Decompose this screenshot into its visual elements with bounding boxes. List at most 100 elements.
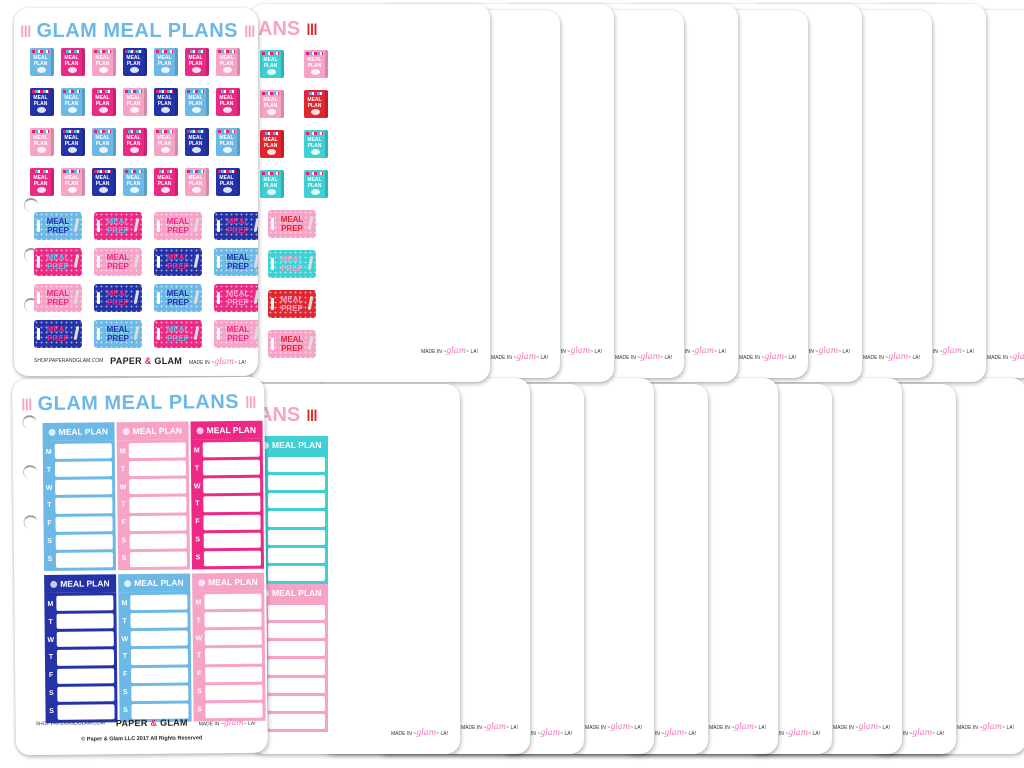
meal-entry-cell[interactable] — [268, 511, 325, 527]
meal-entry-cell[interactable] — [268, 623, 325, 639]
meal-entry-cell[interactable] — [203, 478, 261, 494]
meal-plan-book-sticker[interactable]: MEAL PLAN — [30, 88, 54, 116]
meal-entry-cell[interactable] — [268, 565, 325, 581]
meal-entry-cell[interactable] — [268, 457, 325, 473]
sticker-sheet-front-meal-prep[interactable]: ǀǀǀ GLAM MEAL PLANS ǀǀǀ MEAL PLAN MEAL PLAN M… — [14, 8, 258, 376]
meal-plan-book-sticker[interactable]: MEAL PLAN — [123, 128, 147, 156]
meal-entry-cell[interactable] — [204, 593, 262, 610]
meal-entry-cell[interactable] — [130, 612, 188, 629]
meal-entry-cell[interactable] — [55, 479, 113, 496]
meal-entry-cell[interactable] — [205, 684, 263, 701]
meal-entry-cell[interactable] — [268, 641, 325, 657]
meal-entry-cell[interactable] — [128, 442, 186, 459]
meal-plan-book-sticker[interactable]: MEAL PLAN — [61, 88, 85, 116]
meal-plan-book-sticker[interactable]: MEAL PLAN — [185, 128, 209, 156]
meal-entry-cell[interactable] — [203, 550, 262, 567]
meal-entry-cell[interactable] — [204, 611, 262, 628]
meal-plan-book-sticker[interactable]: MEAL PLAN — [304, 130, 328, 158]
meal-plan-book-sticker[interactable]: MEAL PLAN — [123, 88, 147, 116]
meal-entry-cell[interactable] — [128, 460, 187, 477]
meal-entry-cell[interactable] — [57, 685, 115, 702]
meal-plan-book-sticker[interactable]: MEAL PLAN — [30, 168, 54, 196]
meal-entry-cell[interactable] — [268, 529, 325, 545]
meal-entry-cell[interactable] — [268, 605, 325, 621]
meal-entry-cell[interactable] — [129, 533, 187, 549]
meal-plan-book-sticker[interactable]: MEAL PLAN — [92, 88, 116, 116]
meal-entry-cell[interactable] — [268, 659, 325, 675]
meal-entry-cell[interactable] — [129, 551, 188, 568]
meal-plan-book-sticker[interactable]: MEAL PLAN — [154, 88, 178, 116]
meal-plan-book-sticker[interactable]: MEAL PLAN — [304, 50, 328, 78]
meal-entry-cell[interactable] — [54, 443, 112, 460]
meal-plan-book-sticker[interactable]: MEAL PLAN — [216, 128, 240, 156]
meal-entry-cell[interactable] — [268, 475, 325, 491]
meal-entry-cell[interactable] — [268, 547, 325, 563]
meal-entry-cell[interactable] — [56, 613, 114, 630]
meal-entry-cell[interactable] — [130, 630, 188, 647]
meal-plan-book-sticker[interactable]: MEAL PLAN — [216, 88, 240, 116]
meal-entry-cell[interactable] — [56, 649, 115, 666]
meal-plan-book-sticker[interactable]: MEAL PLAN — [260, 130, 284, 158]
meal-plan-book-sticker[interactable]: MEAL PLAN — [30, 48, 54, 76]
meal-plan-book-sticker[interactable]: MEAL PLAN — [216, 48, 240, 76]
meal-plan-book-sticker[interactable]: MEAL PLAN — [123, 48, 147, 76]
meal-plan-book-sticker[interactable]: MEAL PLAN — [260, 170, 284, 198]
meal-plan-book-sticker[interactable]: MEAL PLAN — [92, 168, 116, 196]
meal-entry-cell[interactable] — [129, 478, 187, 495]
meal-plan-book-sticker[interactable]: MEAL PLAN — [154, 128, 178, 156]
meal-plan-book-sticker[interactable]: MEAL PLAN — [154, 168, 178, 196]
meal-plan-book-sticker[interactable]: MEAL PLAN — [92, 48, 116, 76]
meal-entry-cell[interactable] — [56, 631, 114, 648]
meal-plan-book-sticker[interactable]: MEAL PLAN — [216, 168, 240, 196]
meal-plan-book-sticker[interactable]: MEAL PLAN — [185, 48, 209, 76]
meal-plan-book-sticker[interactable]: MEAL PLAN — [61, 128, 85, 156]
meal-plan-book-sticker[interactable]: MEAL PLAN — [260, 50, 284, 78]
meal-entry-cell[interactable] — [131, 667, 189, 683]
meal-entry-cell[interactable] — [268, 713, 325, 729]
meal-entry-cell[interactable] — [204, 648, 263, 664]
meal-plan-book-sticker[interactable]: MEAL PLAN — [92, 128, 116, 156]
meal-entry-cell[interactable] — [54, 461, 113, 478]
meal-plan-sheet-front[interactable]: ǀǀǀ GLAM MEAL PLANS ǀǀǀ MEAL PLAN M T W T F S S MEA… — [12, 376, 268, 756]
meal-entry-cell[interactable] — [129, 496, 187, 513]
meal-plan-book-sticker[interactable]: MEAL PLAN — [154, 48, 178, 76]
meal-entry-cell[interactable] — [129, 515, 187, 531]
meal-plan-book-sticker[interactable]: MEAL PLAN — [61, 48, 85, 76]
meal-plan-book-sticker[interactable]: MEAL PLAN — [185, 168, 209, 196]
meal-plan-book-sticker[interactable]: MEAL PLAN — [304, 90, 328, 118]
meal-entry-cell[interactable] — [55, 533, 113, 550]
meal-entry-cell[interactable] — [202, 441, 260, 458]
meal-entry-cell[interactable] — [202, 459, 261, 476]
meal-entry-cell[interactable] — [203, 532, 261, 549]
meal-entry-cell[interactable] — [55, 497, 113, 514]
meal-entry-cell[interactable] — [131, 685, 189, 701]
meal-entry-cell[interactable] — [204, 630, 262, 646]
meal-plan-book-sticker[interactable]: MEAL PLAN — [123, 168, 147, 196]
meal-entry-cell[interactable] — [55, 515, 113, 532]
